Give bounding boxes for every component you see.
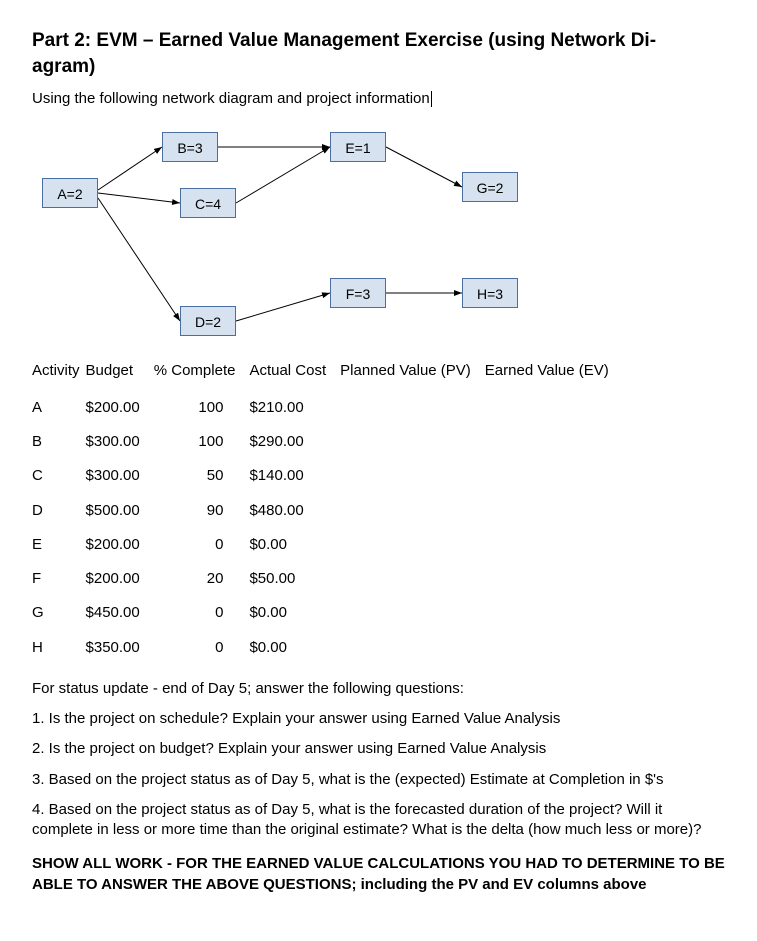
- diagram-edge: [236, 293, 330, 321]
- diagram-node-f: F=3: [330, 278, 386, 308]
- cell-pct: 20: [154, 562, 250, 596]
- table-row: G$450.000$0.00: [32, 596, 623, 630]
- diagram-edge: [98, 198, 180, 321]
- cell-ev: [485, 494, 623, 528]
- cell-actual: $50.00: [249, 562, 340, 596]
- diagram-node-b: B=3: [162, 132, 218, 162]
- cell-activity: A: [32, 391, 86, 425]
- col-pv: Planned Value (PV): [340, 357, 485, 391]
- table-row: F$200.0020$50.00: [32, 562, 623, 596]
- cell-activity: B: [32, 425, 86, 459]
- cell-ev: [485, 562, 623, 596]
- cell-actual: $140.00: [249, 459, 340, 493]
- diagram-edges: [32, 118, 552, 343]
- cell-pct: 90: [154, 494, 250, 528]
- col-budget: Budget: [86, 357, 154, 391]
- page-title: Part 2: EVM – Earned Value Management Ex…: [32, 28, 725, 79]
- cell-pv: [340, 459, 485, 493]
- cell-pv: [340, 391, 485, 425]
- question-4: 4. Based on the project status as of Day…: [32, 800, 725, 841]
- cell-ev: [485, 391, 623, 425]
- table-row: E$200.000$0.00: [32, 528, 623, 562]
- cell-activity: H: [32, 631, 86, 665]
- cell-pct: 0: [154, 596, 250, 630]
- cell-pct: 0: [154, 528, 250, 562]
- table-row: B$300.00100$290.00: [32, 425, 623, 459]
- table-row: D$500.0090$480.00: [32, 494, 623, 528]
- cell-actual: $0.00: [249, 596, 340, 630]
- question-2: 2. Is the project on budget? Explain you…: [32, 739, 725, 759]
- cell-actual: $290.00: [249, 425, 340, 459]
- cell-budget: $450.00: [86, 596, 154, 630]
- col-pct: % Complete: [154, 357, 250, 391]
- diagram-edge: [236, 147, 330, 203]
- table-header-row: Activity Budget % Complete Actual Cost P…: [32, 357, 623, 391]
- cell-budget: $200.00: [86, 562, 154, 596]
- cell-pct: 100: [154, 425, 250, 459]
- diagram-node-g: G=2: [462, 172, 518, 202]
- cell-activity: D: [32, 494, 86, 528]
- diagram-node-e: E=1: [330, 132, 386, 162]
- cell-pv: [340, 528, 485, 562]
- evm-table: Activity Budget % Complete Actual Cost P…: [32, 357, 623, 665]
- table-row: A$200.00100$210.00: [32, 391, 623, 425]
- cell-ev: [485, 459, 623, 493]
- question-3: 3. Based on the project status as of Day…: [32, 770, 725, 790]
- cell-budget: $300.00: [86, 459, 154, 493]
- cell-activity: F: [32, 562, 86, 596]
- diagram-node-c: C=4: [180, 188, 236, 218]
- text-cursor: [431, 91, 432, 107]
- diagram-node-h: H=3: [462, 278, 518, 308]
- footer-instructions: SHOW ALL WORK - FOR THE EARNED VALUE CAL…: [32, 854, 725, 895]
- status-update-text: For status update - end of Day 5; answer…: [32, 679, 725, 699]
- cell-ev: [485, 528, 623, 562]
- col-ev: Earned Value (EV): [485, 357, 623, 391]
- cell-pv: [340, 562, 485, 596]
- cell-activity: E: [32, 528, 86, 562]
- cell-activity: G: [32, 596, 86, 630]
- col-activity: Activity: [32, 357, 86, 391]
- title-line-2: agram): [32, 56, 95, 77]
- diagram-edge: [98, 147, 162, 190]
- col-actual: Actual Cost: [249, 357, 340, 391]
- diagram-node-d: D=2: [180, 306, 236, 336]
- cell-ev: [485, 596, 623, 630]
- cell-pv: [340, 494, 485, 528]
- cell-ev: [485, 425, 623, 459]
- cell-budget: $500.00: [86, 494, 154, 528]
- cell-budget: $300.00: [86, 425, 154, 459]
- cell-actual: $0.00: [249, 528, 340, 562]
- network-diagram: A=2 B=3 C=4 D=2 E=1 F=3 G=2 H=3: [32, 118, 552, 343]
- title-line-1: Part 2: EVM – Earned Value Management Ex…: [32, 30, 656, 51]
- cell-budget: $200.00: [86, 528, 154, 562]
- intro-text: Using the following network diagram and …: [32, 89, 725, 109]
- cell-ev: [485, 631, 623, 665]
- diagram-edge: [98, 193, 180, 203]
- table-row: C$300.0050$140.00: [32, 459, 623, 493]
- table-row: H$350.000$0.00: [32, 631, 623, 665]
- cell-actual: $480.00: [249, 494, 340, 528]
- cell-actual: $210.00: [249, 391, 340, 425]
- cell-pv: [340, 631, 485, 665]
- cell-activity: C: [32, 459, 86, 493]
- cell-budget: $350.00: [86, 631, 154, 665]
- diagram-node-a: A=2: [42, 178, 98, 208]
- cell-pv: [340, 425, 485, 459]
- cell-pv: [340, 596, 485, 630]
- question-1: 1. Is the project on schedule? Explain y…: [32, 709, 725, 729]
- cell-pct: 0: [154, 631, 250, 665]
- cell-actual: $0.00: [249, 631, 340, 665]
- diagram-edge: [386, 147, 462, 187]
- cell-budget: $200.00: [86, 391, 154, 425]
- cell-pct: 100: [154, 391, 250, 425]
- cell-pct: 50: [154, 459, 250, 493]
